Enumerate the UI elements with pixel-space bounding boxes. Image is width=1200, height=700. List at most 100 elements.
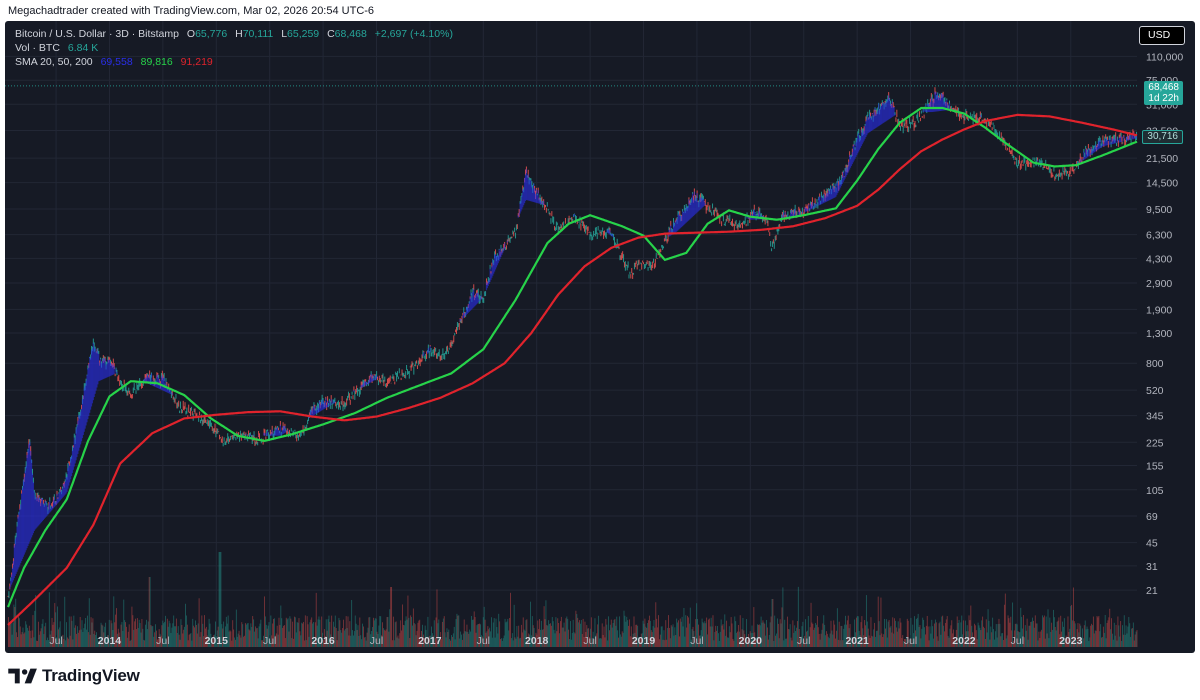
volume-bar — [562, 627, 564, 647]
volume-bar — [604, 637, 606, 647]
sma-label[interactable]: SMA 20, 50, 200 — [15, 56, 93, 68]
volume-bar — [405, 616, 407, 647]
price-chart[interactable]: 110,00075,00051,00033,50021,50014,5009,5… — [5, 21, 1195, 653]
volume-bar — [568, 629, 570, 647]
volume-bar — [1000, 636, 1002, 647]
volume-bar — [583, 636, 585, 647]
volume-bar — [578, 622, 580, 647]
volume-bar — [946, 616, 948, 647]
volume-bar — [211, 640, 213, 647]
volume-bar — [1023, 637, 1025, 647]
volume-bar — [816, 615, 818, 647]
volume-bar — [35, 595, 37, 647]
volume-bar — [483, 606, 485, 647]
volume-bar — [383, 629, 385, 647]
volume-bar — [1133, 640, 1135, 647]
volume-bar — [916, 617, 918, 647]
volume-bar — [683, 608, 685, 647]
volume-bar — [733, 640, 735, 647]
volume-bar — [544, 619, 546, 647]
volume-bar — [869, 637, 871, 647]
volume-bar — [74, 627, 76, 647]
volume-bar — [1084, 620, 1086, 647]
volume-bar — [777, 623, 779, 647]
volume-bar — [290, 618, 292, 647]
volume-bar — [623, 610, 625, 647]
volume-bar — [485, 632, 487, 647]
volume-bar — [724, 614, 726, 647]
chart-panel[interactable]: 110,00075,00051,00033,50021,50014,5009,5… — [5, 21, 1195, 653]
volume-bar — [727, 637, 729, 647]
volume-bar — [721, 625, 723, 647]
y-tick-label: 4,300 — [1146, 253, 1172, 265]
volume-bar — [231, 640, 233, 647]
volume-bar — [523, 629, 525, 647]
volume-bar — [999, 623, 1001, 647]
volume-bar — [206, 635, 208, 647]
volume-bar — [914, 630, 916, 647]
volume-bar — [858, 630, 860, 647]
volume-bar — [575, 610, 577, 647]
volume-bar — [532, 625, 534, 647]
volume-bar — [472, 619, 474, 647]
volume-bar — [540, 620, 542, 647]
volume-bar — [933, 638, 935, 647]
volume-bar — [355, 623, 357, 647]
volume-bar — [127, 631, 129, 647]
volume-bar — [1123, 615, 1125, 647]
volume-bar — [443, 616, 445, 647]
volume-bar — [1107, 620, 1109, 647]
volume-bar — [694, 636, 696, 647]
volume-bar — [853, 638, 855, 647]
volume-bar — [17, 616, 19, 647]
volume-bar — [796, 627, 797, 647]
volume-bar — [1015, 623, 1017, 647]
volume-bar — [927, 626, 929, 647]
volume-bar — [59, 621, 61, 647]
y-tick-label: 155 — [1146, 461, 1164, 473]
volume-bar — [985, 619, 987, 647]
volume-bar — [819, 639, 821, 647]
volume-bar — [954, 638, 955, 647]
volume-bar — [809, 627, 811, 647]
volume-bar — [612, 622, 614, 647]
legend-symbol[interactable]: Bitcoin / U.S. Dollar · 3D · Bitstamp — [15, 28, 179, 40]
volume-bar — [826, 631, 827, 647]
volume-bar — [10, 623, 12, 647]
volume-bar — [592, 631, 594, 647]
volume-bar — [626, 616, 628, 647]
volume-bar — [701, 618, 703, 647]
volume-bar — [742, 617, 744, 647]
volume-bar — [605, 618, 607, 647]
y-tick-label: 9,500 — [1146, 204, 1172, 216]
volume-bar — [591, 637, 593, 647]
volume-bar — [1040, 631, 1042, 647]
volume-bar — [752, 633, 754, 647]
volume-bar — [332, 640, 334, 647]
volume-bar — [264, 616, 266, 647]
volume-bar — [227, 615, 229, 647]
volume-bar — [631, 636, 633, 647]
volume-bar — [865, 625, 866, 647]
volume-bar — [257, 638, 259, 647]
volume-bar — [1071, 604, 1073, 647]
low-key: L — [281, 28, 288, 40]
volume-bar — [996, 637, 998, 647]
volume-bar — [1065, 635, 1067, 647]
volume-bar — [757, 624, 758, 647]
volume-label[interactable]: Vol · BTC — [15, 42, 60, 54]
volume-bar — [1104, 615, 1106, 647]
volume-bar — [1061, 631, 1063, 647]
volume-bar — [643, 623, 645, 647]
volume-bar — [109, 639, 111, 647]
volume-bar — [991, 632, 993, 647]
volume-bar — [475, 632, 477, 647]
volume-bar — [446, 628, 448, 647]
currency-button[interactable]: USD — [1139, 26, 1185, 45]
volume-bar — [917, 613, 919, 647]
volume-bar — [1035, 623, 1037, 647]
volume-bar — [400, 620, 402, 647]
volume-bar — [886, 637, 888, 647]
volume-bar — [679, 618, 681, 647]
volume-bar — [247, 623, 249, 647]
